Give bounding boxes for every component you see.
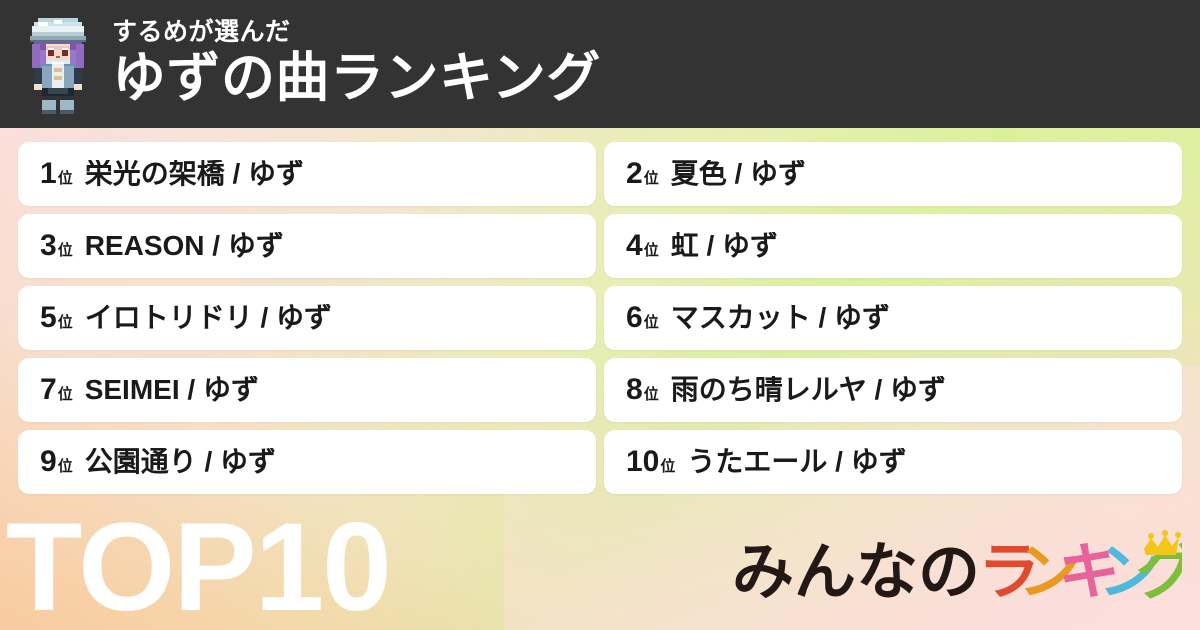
rank-unit: 位 xyxy=(57,386,73,403)
logo-ra-text: ラ xyxy=(978,538,1040,607)
rank-unit: 位 xyxy=(660,458,676,475)
rank-title: 公園通り / ゆず xyxy=(84,448,277,476)
rank-title: マスカット / ゆず xyxy=(670,304,891,332)
logo-n1-text: ン xyxy=(1018,538,1080,607)
brand-logo[interactable]: みんなの ラ ン キ ン グ xyxy=(732,527,1182,613)
rank-title: 栄光の架橋 / ゆず xyxy=(84,160,305,188)
rank-title: 雨のち晴レルヤ / ゆず xyxy=(670,376,947,404)
top10-watermark: TOP10 xyxy=(6,498,392,630)
rank-unit: 位 xyxy=(57,170,73,187)
rank-unit: 位 xyxy=(57,242,73,259)
logo-ki-text: キ xyxy=(1058,538,1120,607)
pixel-character-avatar-icon xyxy=(30,18,86,114)
rank-number: 10 位 xyxy=(626,445,676,478)
rank-title: SEIMEI / ゆず xyxy=(84,376,259,404)
ranking-item[interactable]: 10 位 うたエール / ゆず xyxy=(604,430,1182,494)
rank-unit: 位 xyxy=(643,314,659,331)
rank-unit: 位 xyxy=(57,458,73,475)
minnano-ranking-logo-icon: みんなの ラ ン キ ン グ xyxy=(732,530,1182,607)
header-text-block: するめが選んだ ゆずの曲ランキング xyxy=(110,17,601,109)
rank-unit: 位 xyxy=(643,170,659,187)
rank-title: REASON / ゆず xyxy=(84,232,284,260)
crown-icon xyxy=(1144,530,1181,555)
rank-title: 虹 / ゆず xyxy=(670,232,779,260)
rank-title: 夏色 / ゆず xyxy=(670,160,807,188)
logo-minnano-text: みんなの xyxy=(732,538,980,607)
page-title: ゆずの曲ランキング xyxy=(112,48,601,109)
rank-unit: 位 xyxy=(643,242,659,259)
header-subtitle: するめが選んだ xyxy=(112,17,291,46)
rank-unit: 位 xyxy=(643,386,659,403)
rank-unit: 位 xyxy=(57,314,73,331)
rank-title: うたエール / ゆず xyxy=(687,448,907,476)
avatar xyxy=(0,0,110,128)
rank-title: イロトリドリ / ゆず xyxy=(84,304,333,332)
header-bar: するめが選んだ ゆずの曲ランキング xyxy=(0,0,1200,128)
